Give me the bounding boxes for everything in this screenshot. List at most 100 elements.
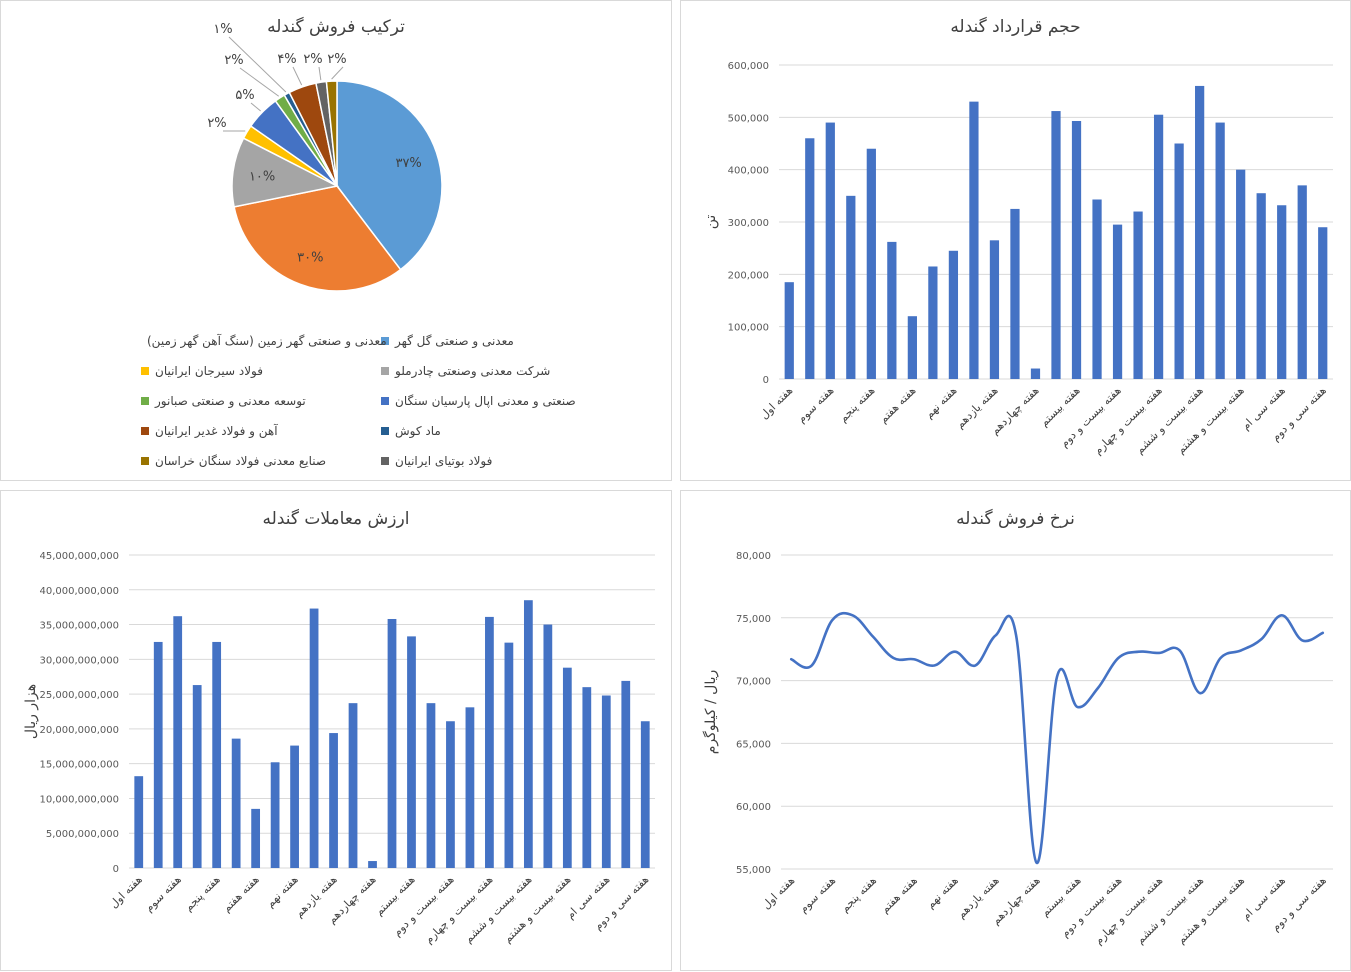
- y-tick-label: 300,000: [728, 218, 769, 229]
- y-tick-label: 75,000: [736, 614, 771, 625]
- x-tick-label: هفته سوم: [797, 874, 839, 916]
- x-tick-label: هفته نهم: [924, 874, 961, 911]
- y-axis-label: ریال / کیلوگرم: [702, 670, 719, 755]
- legend-item: صنعتی و معدنی اپال پارسیان سنگان: [381, 394, 621, 408]
- legend-row: فولاد بوتیای ایرانیان صنایع معدنی فولاد س…: [101, 446, 621, 476]
- bar: [928, 266, 937, 379]
- legend-item: فولاد سیرجان ایرانیان: [141, 364, 381, 378]
- legend-label: توسعه معدنی و صنعتی صبانور: [155, 394, 306, 408]
- y-tick-label: 30,000,000,000: [39, 655, 119, 666]
- x-tick-label: هفته هفتم: [878, 874, 920, 916]
- bar: [867, 149, 876, 379]
- pie-data-label: ۴%: [277, 52, 296, 67]
- x-tick-label: هفته پنجم: [837, 384, 878, 425]
- x-tick-label: هفته هفتم: [220, 873, 262, 915]
- bar: [582, 687, 591, 868]
- bar: [466, 707, 475, 868]
- bar: [1092, 199, 1101, 379]
- y-tick-label: 55,000: [736, 865, 771, 876]
- bar: [329, 733, 338, 868]
- bar: [1298, 185, 1307, 379]
- legend-item: توسعه معدنی و صنعتی صبانور: [141, 394, 381, 408]
- legend-swatch: [141, 397, 149, 405]
- bar: [212, 642, 221, 868]
- y-tick-label: 400,000: [728, 166, 769, 177]
- bar: [887, 242, 896, 379]
- y-tick-label: 70,000: [736, 677, 771, 688]
- legend-label: صنعتی و معدنی اپال پارسیان سنگان: [395, 394, 576, 408]
- legend-swatch: [381, 427, 389, 435]
- bar: [805, 138, 814, 379]
- y-tick-label: 35,000,000,000: [39, 621, 119, 632]
- bar: [524, 600, 533, 868]
- y-tick-label: 15,000,000,000: [39, 760, 119, 771]
- pie-data-label: ۱%: [213, 22, 232, 37]
- pie-data-label: ۲%: [224, 53, 243, 68]
- legend-label: فولاد بوتیای ایرانیان: [395, 454, 492, 468]
- x-tick-label: هفته اول: [758, 384, 796, 422]
- bar: [1154, 115, 1163, 379]
- y-tick-label: 45,000,000,000: [39, 551, 119, 562]
- bar: [969, 102, 978, 379]
- legend-item: ماد کوش: [381, 424, 621, 438]
- x-tick-label: هفته پنجم: [182, 873, 223, 914]
- bar: [1216, 123, 1225, 379]
- bar: [485, 617, 494, 868]
- legend-label: ماد کوش: [395, 424, 441, 438]
- bar: [641, 721, 650, 868]
- legend-swatch: [141, 427, 149, 435]
- y-tick-label: 200,000: [728, 270, 769, 281]
- bar: [427, 703, 436, 868]
- x-tick-label: هفته پنجم: [838, 874, 879, 915]
- bar: [621, 681, 630, 868]
- legend-label: شرکت معدنی وصنعتی چادرملو: [395, 364, 550, 378]
- bar: [232, 739, 241, 868]
- bar: [602, 696, 611, 868]
- y-tick-label: 10,000,000,000: [39, 794, 119, 805]
- legend-item: معدنی و صنعتی گهر زمین (سنگ آهن گهر زمین…: [141, 334, 381, 348]
- legend-row: شرکت معدنی وصنعتی چادرملو فولاد سیرجان ای…: [101, 356, 621, 386]
- pie-data-label: ۲%: [303, 52, 322, 67]
- pie-data-label: ۳۰%: [297, 251, 323, 266]
- pie-data-label: ۲%: [327, 52, 346, 67]
- pie-data-label: ۳۷%: [395, 156, 421, 171]
- x-tick-label: هفته هفتم: [877, 384, 919, 426]
- rate-chart: 55,00060,00065,00070,00075,00080,000ریال…: [681, 491, 1351, 972]
- pie-leader-line: [251, 103, 261, 111]
- bar: [154, 642, 163, 868]
- y-tick-label: 500,000: [728, 113, 769, 124]
- bar: [846, 196, 855, 379]
- legend-label: معدنی و صنعتی گهر زمین (سنگ آهن گهر زمین…: [147, 334, 387, 348]
- legend-item: معدنی و صنعتی گل گهر: [381, 334, 621, 348]
- x-tick-label: هفته نهم: [264, 873, 301, 910]
- bar: [310, 609, 319, 868]
- legend-label: آهن و فولاد غدیر ایرانیان: [155, 424, 278, 438]
- bar: [505, 643, 514, 868]
- x-tick-label: هفته اول: [760, 874, 798, 912]
- bar: [1174, 144, 1183, 380]
- legend-label: صنایع معدنی فولاد سنگان خراسان: [155, 454, 326, 468]
- bar: [446, 721, 455, 868]
- legend-swatch: [141, 457, 149, 465]
- legend-row: صنعتی و معدنی اپال پارسیان سنگان توسعه مع…: [101, 386, 621, 416]
- bar: [1277, 205, 1286, 379]
- bar: [173, 616, 182, 868]
- bar: [251, 809, 260, 868]
- y-tick-label: 600,000: [728, 61, 769, 72]
- bar: [1257, 193, 1266, 379]
- bar: [1318, 227, 1327, 379]
- bar: [271, 762, 280, 868]
- x-tick-label: هفته بیست و ششم: [462, 873, 535, 946]
- pie-chart-panel: ترکیب فروش گندله ۳۷%۳۰%۱۰%۲%۵%۲%۱%۴%۲%۲%…: [0, 0, 672, 481]
- x-tick-label: هفته سوم: [142, 873, 184, 915]
- pie-data-label: ۲%: [207, 116, 226, 131]
- bar: [826, 123, 835, 379]
- bar: [388, 619, 397, 868]
- volume-chart: 0100,000200,000300,000400,000500,000600,…: [681, 1, 1351, 482]
- y-tick-label: 0: [113, 864, 119, 875]
- y-tick-label: 60,000: [736, 802, 771, 813]
- legend-swatch: [381, 367, 389, 375]
